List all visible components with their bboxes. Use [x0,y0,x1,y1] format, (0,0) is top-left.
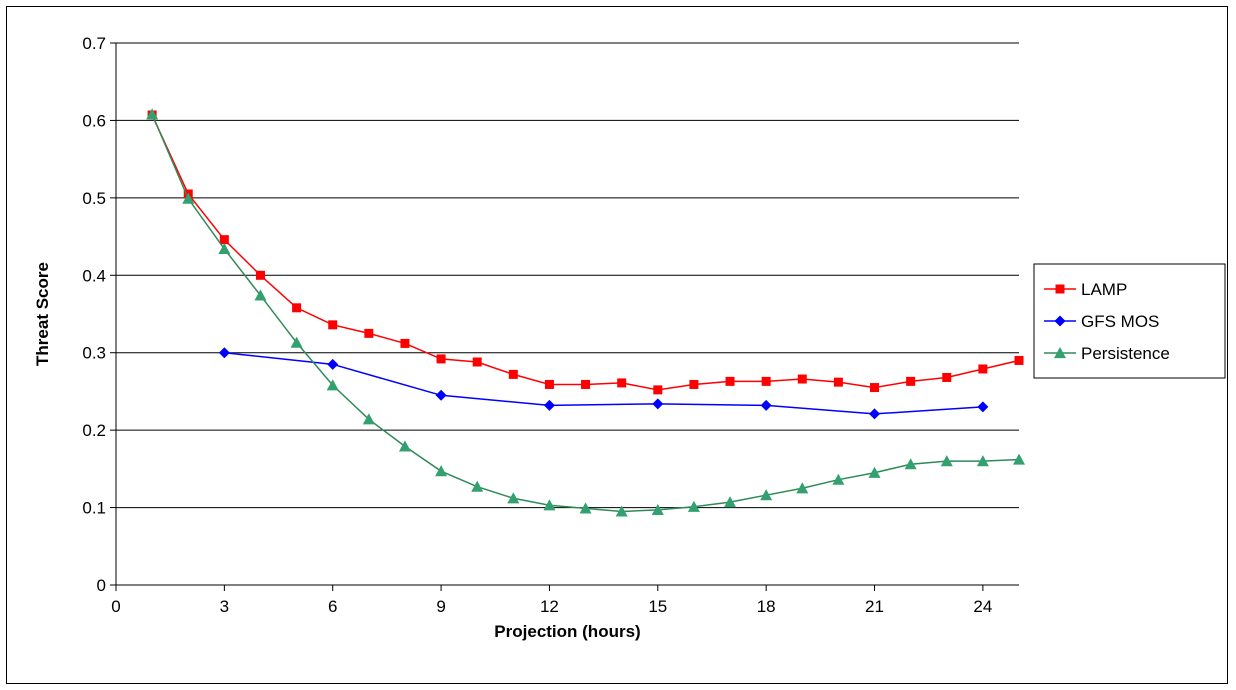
y-tick-label: 0.3 [82,344,106,363]
data-point-persistence [398,440,411,452]
data-point-lamp [400,338,410,348]
data-point-lamp [508,369,518,379]
x-tick-label: 24 [973,597,992,616]
legend-item-gfs-mos: GFS MOS [1044,312,1159,331]
series-layer [146,108,1025,517]
y-tick-label: 0.7 [82,34,106,53]
legend-items: LAMP GFS MOS Persistence [1044,280,1170,363]
data-point-lamp [906,376,916,386]
axes [115,43,1019,586]
data-point-persistence [976,455,989,467]
legend-item-persistence: Persistence [1044,344,1170,363]
data-point-lamp [364,328,374,338]
data-point-persistence [760,489,773,501]
x-tick-label: 3 [220,597,229,616]
gridlines [110,42,1019,586]
data-point-gfs-mos [869,408,881,420]
series-line-lamp [151,114,1020,391]
data-point-lamp [1014,355,1024,365]
y-tick-label: 0.5 [82,189,106,208]
data-point-persistence [218,242,231,255]
x-tick-label: 0 [111,597,120,616]
data-point-lamp [617,378,627,388]
x-tick-label: 18 [757,597,776,616]
data-point-persistence [362,413,375,425]
series-line-persistence [151,113,1020,513]
data-point-lamp [942,372,952,382]
y-tick-label: 0.6 [82,111,106,130]
data-point-persistence [254,289,267,301]
data-point-persistence [290,336,303,348]
data-point-lamp [870,383,880,393]
data-point-lamp [761,376,771,386]
series-line-gfs-mos [224,351,983,415]
data-point-gfs-mos [760,399,772,411]
legend-marker-persistence [1054,347,1066,359]
x-tick-label: 12 [540,597,559,616]
data-point-gfs-mos [652,398,664,410]
x-tick-labels: 0 3 6 9 12 15 18 21 24 [111,585,992,616]
data-point-persistence [904,458,917,470]
data-point-persistence [868,466,881,478]
x-axis-title: Projection (hours) [494,622,640,641]
data-point-lamp [472,357,482,367]
y-tick-labels: 0 0.1 0.2 0.3 0.4 0.5 0.6 0.7 [82,34,106,595]
y-tick-label: 0.2 [82,421,106,440]
data-point-persistence [471,480,484,492]
data-point-lamp [797,374,807,384]
legend-marker-gfs-mos [1054,315,1066,327]
data-point-lamp [328,320,338,330]
legend-label-lamp: LAMP [1081,280,1127,299]
data-point-persistence [724,496,737,508]
x-tick-label: 15 [648,597,667,616]
x-tick-label: 9 [436,597,445,616]
data-point-persistence [543,499,556,511]
data-point-persistence [651,503,664,515]
y-tick-label: 0 [97,576,106,595]
data-point-lamp [219,235,229,245]
data-point-lamp [581,379,591,389]
legend-label-persistence: Persistence [1081,344,1170,363]
series-lamp [147,110,1024,395]
legend: LAMP GFS MOS Persistence [1033,263,1226,379]
data-point-gfs-mos [218,347,230,359]
x-tick-label: 6 [328,597,337,616]
data-point-lamp [544,379,554,389]
data-point-lamp [653,385,663,395]
data-point-persistence [326,379,339,391]
data-point-persistence [579,502,592,514]
data-point-lamp [255,270,265,280]
data-point-lamp [689,379,699,389]
y-axis-title: Threat Score [33,262,52,366]
data-point-gfs-mos [543,399,555,411]
y-tick-label: 0.4 [82,266,106,285]
data-point-lamp [436,354,446,364]
legend-item-lamp: LAMP [1044,280,1127,299]
legend-marker-lamp [1055,284,1065,294]
data-point-persistence [940,455,953,467]
data-point-persistence [615,505,628,517]
legend-label-gfs-mos: GFS MOS [1081,312,1159,331]
chart-frame: 0 0.1 0.2 0.3 0.4 0.5 0.6 0.7 0 3 6 9 12 15 18 21 24 Th… [6,6,1228,684]
series-persistence [146,108,1025,517]
data-point-gfs-mos [977,401,989,413]
series-gfs-mos [218,347,989,420]
data-point-persistence [507,492,520,504]
data-point-persistence [146,108,159,120]
data-point-persistence [796,482,809,494]
data-point-persistence [832,473,845,485]
data-point-persistence [435,465,448,477]
data-point-persistence [1013,453,1025,465]
data-point-gfs-mos [435,389,447,401]
data-point-gfs-mos [327,358,339,370]
chart-svg: 0 0.1 0.2 0.3 0.4 0.5 0.6 0.7 0 3 6 9 12 15 18 21 24 Th… [33,34,1226,641]
data-point-lamp [292,303,302,313]
data-point-lamp [833,377,843,387]
x-tick-label: 21 [865,597,884,616]
data-point-persistence [182,192,195,204]
y-tick-label: 0.1 [82,499,106,518]
data-point-lamp [978,364,988,374]
data-point-lamp [725,376,735,386]
data-point-persistence [687,500,700,512]
